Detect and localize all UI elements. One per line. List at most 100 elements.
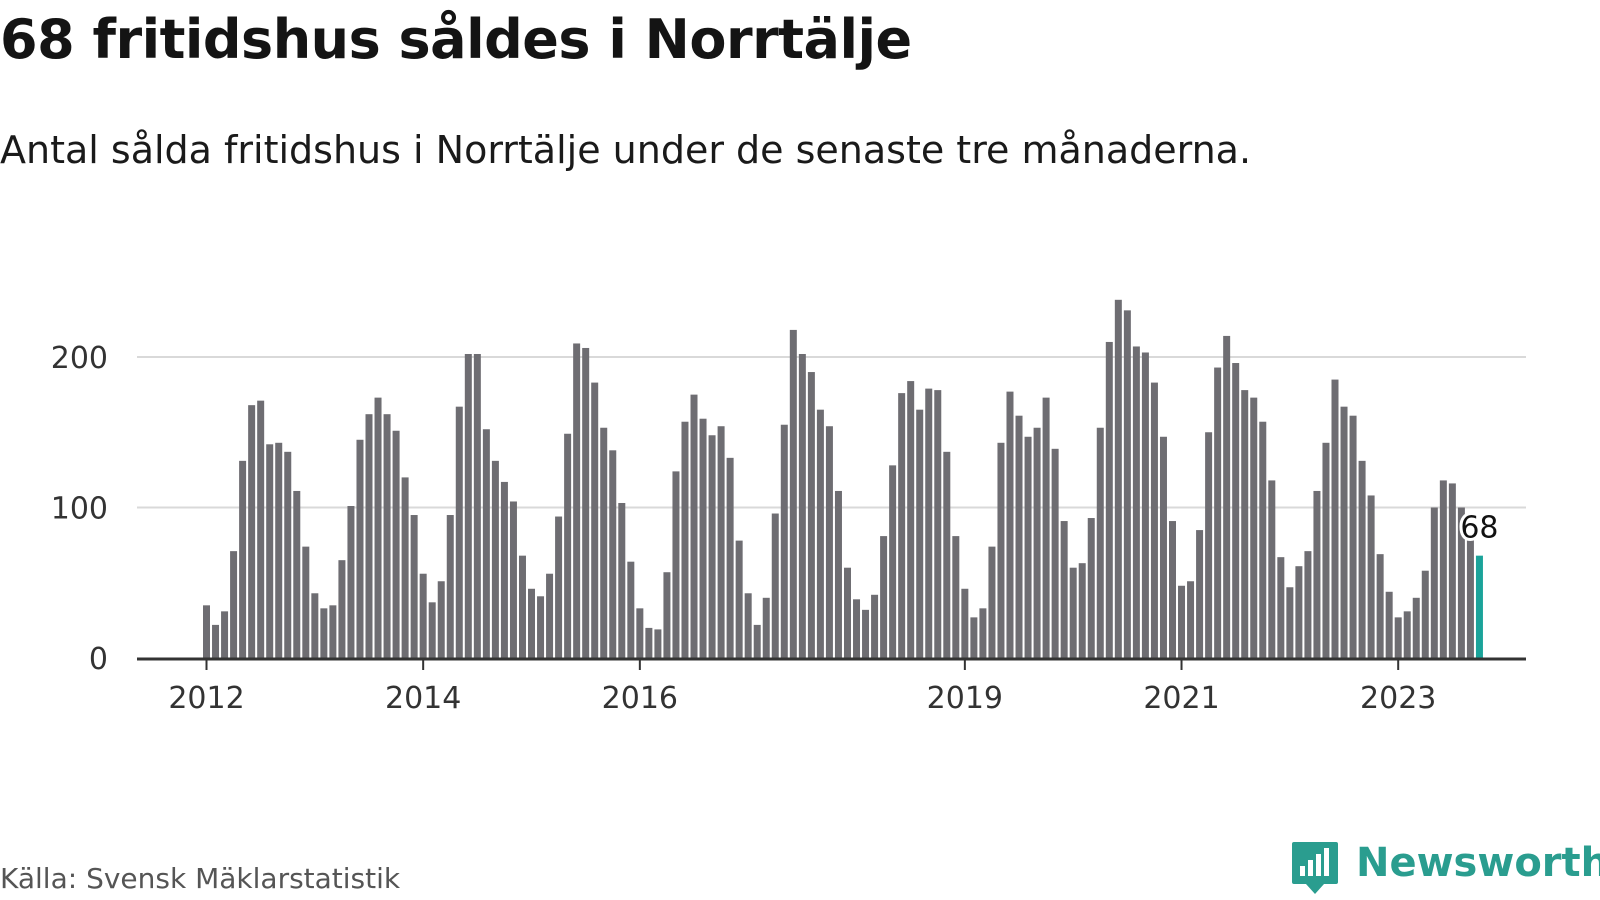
bar xyxy=(293,490,301,658)
bar xyxy=(464,353,472,658)
newsworthy-logo-icon xyxy=(1292,842,1338,894)
bar xyxy=(1232,363,1240,658)
bar xyxy=(979,608,987,658)
bar xyxy=(1367,495,1375,658)
bar xyxy=(1060,521,1068,658)
bar xyxy=(1178,585,1186,658)
bar xyxy=(1123,310,1131,658)
bar xyxy=(943,451,951,658)
bar xyxy=(1394,617,1402,658)
bar xyxy=(1196,530,1204,658)
bar xyxy=(528,588,536,658)
bar xyxy=(537,596,545,658)
bar xyxy=(419,573,427,658)
bar xyxy=(1169,521,1176,658)
bar xyxy=(365,414,373,658)
bar xyxy=(889,465,897,658)
bar xyxy=(1385,591,1393,658)
bar xyxy=(735,540,743,658)
bar xyxy=(1349,415,1357,658)
bar-highlight xyxy=(1475,555,1483,658)
bar xyxy=(329,605,337,658)
bar xyxy=(997,442,1005,658)
bar xyxy=(871,594,879,658)
bar xyxy=(1214,367,1222,658)
newsworthy-brand[interactable]: Newsworthy xyxy=(1290,840,1600,900)
bar xyxy=(1223,335,1231,658)
bar xyxy=(1259,421,1267,658)
bar xyxy=(1457,507,1465,658)
bar xyxy=(1015,415,1023,658)
bar xyxy=(401,477,409,658)
bar xyxy=(690,394,698,659)
bar xyxy=(1448,483,1456,658)
bar xyxy=(1187,581,1195,658)
bar xyxy=(302,546,310,658)
bar xyxy=(455,406,463,658)
bar xyxy=(816,409,824,658)
bar xyxy=(807,372,815,658)
bar xyxy=(1024,436,1032,658)
bar xyxy=(609,450,617,658)
bar xyxy=(582,347,590,658)
bar xyxy=(1358,460,1366,658)
bar xyxy=(1087,518,1095,658)
x-tick-label: 2014 xyxy=(385,681,461,716)
bar xyxy=(1141,352,1149,658)
bar xyxy=(518,555,526,658)
bar xyxy=(374,397,382,658)
bar xyxy=(1304,551,1312,658)
bar xyxy=(862,609,870,658)
bar xyxy=(555,516,563,658)
bar xyxy=(789,329,797,658)
bar xyxy=(1069,567,1077,658)
bar xyxy=(275,442,283,658)
bar xyxy=(1322,442,1330,658)
bar xyxy=(437,581,445,658)
bar xyxy=(988,546,996,658)
bar xyxy=(573,343,581,658)
bar xyxy=(853,599,861,658)
bar xyxy=(636,608,644,658)
bar xyxy=(1421,570,1429,658)
source-note: Källa: Svensk Mäklarstatistik xyxy=(0,862,401,895)
bar xyxy=(600,427,608,658)
bar xyxy=(446,515,454,658)
bar xyxy=(392,430,400,658)
bar xyxy=(681,421,689,658)
bar xyxy=(1096,427,1104,658)
bar xyxy=(1114,299,1122,658)
brand-name: Newsworthy xyxy=(1356,840,1600,886)
bar xyxy=(1340,406,1348,658)
bar xyxy=(1250,397,1258,658)
bars xyxy=(203,299,1483,659)
x-tick-label: 2012 xyxy=(168,681,244,716)
bar xyxy=(771,513,779,658)
bar xyxy=(934,390,942,658)
y-tick-label: 0 xyxy=(89,642,108,677)
bar xyxy=(1286,587,1294,658)
bar xyxy=(1430,507,1438,658)
bar xyxy=(726,457,734,658)
bar xyxy=(618,502,626,658)
bar xyxy=(916,409,924,658)
y-tick-label: 100 xyxy=(51,492,108,527)
bar xyxy=(257,400,265,658)
bar xyxy=(1205,432,1213,658)
bar xyxy=(1376,554,1384,658)
bar xyxy=(1268,480,1276,658)
bar xyxy=(1403,611,1411,658)
bar xyxy=(509,501,517,658)
bar xyxy=(500,481,508,658)
bar xyxy=(320,608,328,658)
bar xyxy=(1277,557,1285,658)
bar xyxy=(546,573,554,658)
bar xyxy=(239,460,247,658)
bar xyxy=(780,424,788,658)
bar xyxy=(1412,597,1420,658)
bar xyxy=(1078,563,1086,658)
chart-title: 68 fritidshus såldes i Norrtälje xyxy=(0,8,912,71)
bar xyxy=(699,418,707,658)
bar xyxy=(266,444,274,658)
bar xyxy=(591,382,599,658)
